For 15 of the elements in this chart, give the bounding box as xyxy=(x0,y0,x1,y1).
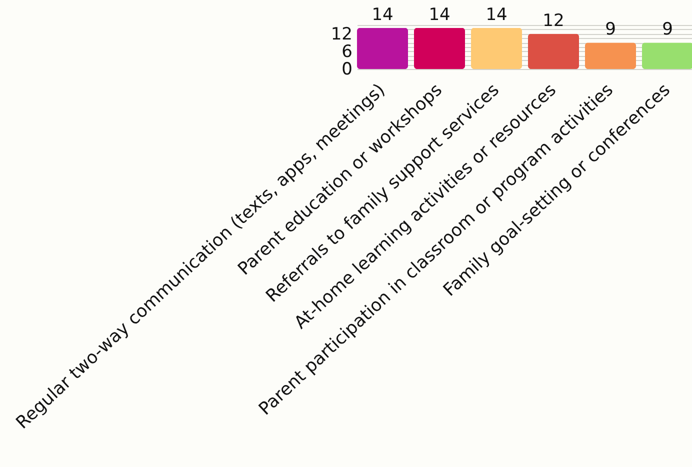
bar xyxy=(470,28,522,69)
bar xyxy=(528,34,580,69)
bar xyxy=(414,28,466,69)
data-label: 12 xyxy=(542,10,564,31)
bar xyxy=(357,28,408,69)
data-label: 14 xyxy=(372,4,394,25)
y-tick-label: 0 xyxy=(342,60,352,80)
bar xyxy=(584,42,636,69)
y-tick-label: 12 xyxy=(330,24,352,44)
data-label: 14 xyxy=(486,4,508,25)
data-label: 9 xyxy=(662,20,673,40)
y-tick-label: 6 xyxy=(342,42,352,62)
data-label: 9 xyxy=(605,20,616,40)
data-label: 14 xyxy=(428,4,450,25)
bar xyxy=(642,42,692,69)
